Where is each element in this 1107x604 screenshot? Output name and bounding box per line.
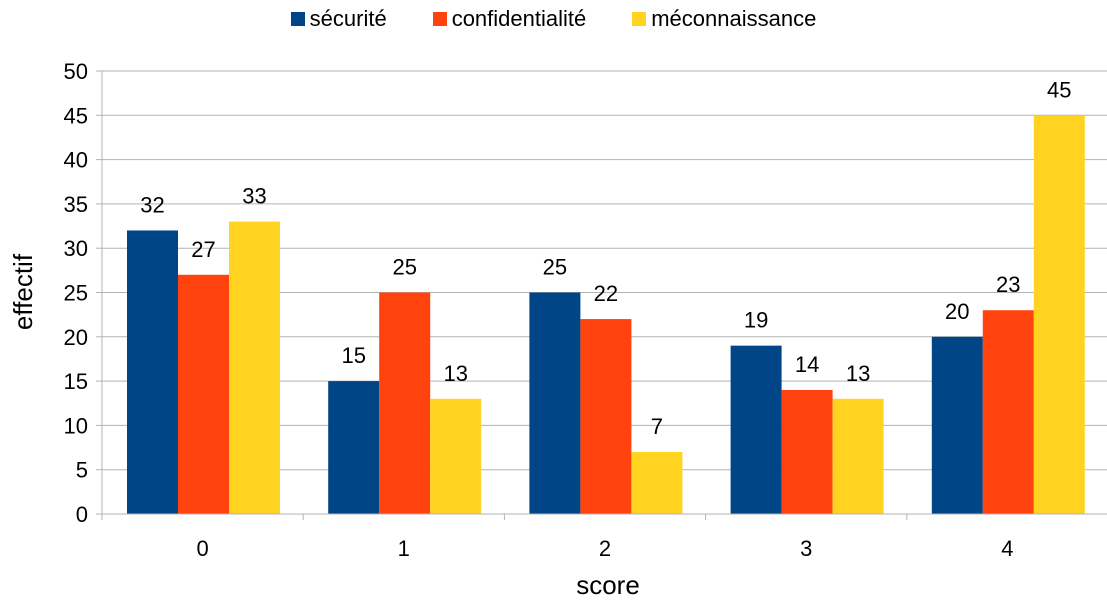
data-label: 25 [543,255,567,280]
bar [178,274,229,514]
y-tick-label: 50 [64,59,88,84]
data-label: 23 [996,272,1020,297]
y-tick-label: 30 [64,236,88,261]
bar [430,398,482,514]
y-tick-label: 40 [64,148,88,173]
y-tick-label: 15 [64,369,88,394]
x-tick-label: 4 [1001,536,1013,561]
legend-item-confidentialite: confidentialité [432,6,587,32]
y-tick-label: 35 [64,192,88,217]
bar [982,310,1034,514]
bar [631,451,683,514]
legend-swatch-securite [290,12,305,26]
y-tick-label: 5 [76,458,88,483]
x-tick-label: 2 [599,536,611,561]
bar [781,389,833,514]
bar [931,336,983,514]
data-labels: 32 15 25 19 20 27 25 22 14 23 33 13 7 13 45 [140,77,1071,439]
data-label: 13 [846,361,870,386]
x-tick-label: 1 [398,536,410,561]
data-label: 32 [140,192,164,217]
data-label: 33 [242,184,266,209]
legend-item-securite: sécurité [290,6,387,32]
bar [730,345,782,514]
bars [127,115,1085,515]
bar [229,221,280,514]
bar [580,319,632,514]
x-tick-label: 3 [800,536,812,561]
y-axis-label: effectif [8,253,38,330]
y-tick-label: 10 [64,413,88,438]
legend-label-securite: sécurité [309,6,387,31]
data-label: 19 [744,308,768,333]
x-axis-label: score [576,570,640,600]
legend-swatch-confidentialite [432,12,447,26]
data-label: 20 [945,299,969,324]
data-label: 45 [1047,77,1071,102]
data-label: 22 [594,281,618,306]
data-label: 25 [392,255,416,280]
legend: sécurité confidentialité méconnaissance [0,6,1107,32]
bar [328,381,380,514]
data-label: 7 [651,414,663,439]
y-tick-label: 20 [64,325,88,350]
data-label: 27 [191,237,215,262]
y-tick-label: 25 [64,281,88,306]
bar [1033,115,1085,515]
bar [529,292,581,514]
legend-label-meconnaissance: méconnaissance [651,6,817,31]
legend-item-meconnaissance: méconnaissance [632,6,816,32]
bar [379,292,431,514]
x-tick-label: 0 [196,536,208,561]
data-label: 14 [795,352,819,377]
bar [127,230,178,515]
y-tick-label: 0 [76,502,88,527]
data-label: 15 [341,343,365,368]
legend-label-confidentialite: confidentialité [451,6,587,31]
data-label: 13 [443,361,467,386]
bar [832,398,884,514]
y-tick-label: 45 [64,103,88,128]
legend-swatch-meconnaissance [632,12,647,26]
